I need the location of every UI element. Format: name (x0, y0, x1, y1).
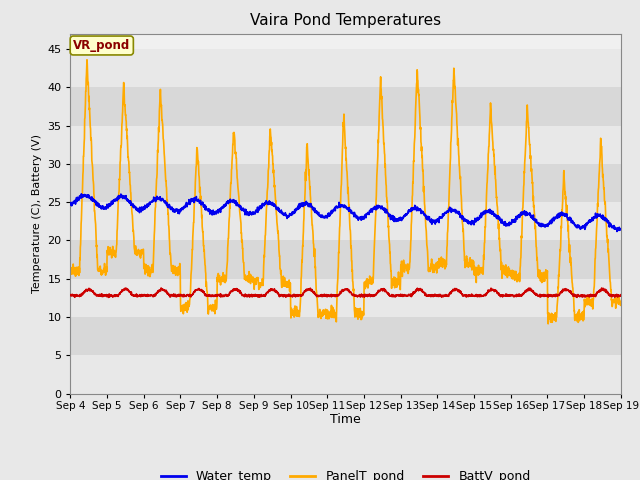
Legend: Water_temp, PanelT_pond, BattV_pond: Water_temp, PanelT_pond, BattV_pond (156, 465, 536, 480)
Bar (70, 49, 621, 87)
Bar (70, 202, 621, 240)
Bar (70, 317, 621, 355)
Bar (70, 355, 621, 394)
X-axis label: Time: Time (330, 413, 361, 426)
Text: VR_pond: VR_pond (73, 39, 131, 52)
Title: Vaira Pond Temperatures: Vaira Pond Temperatures (250, 13, 441, 28)
Bar (70, 240, 621, 279)
Bar (70, 164, 621, 202)
Bar (70, 87, 621, 125)
Bar (70, 125, 621, 164)
Bar (70, 279, 621, 317)
Y-axis label: Temperature (C), Battery (V): Temperature (C), Battery (V) (32, 134, 42, 293)
